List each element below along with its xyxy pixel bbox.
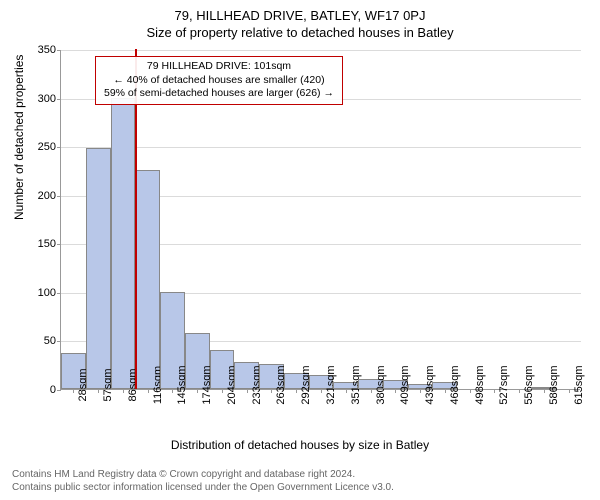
x-tick-label: 527sqm	[498, 365, 510, 404]
bar	[135, 170, 160, 389]
annotation-line: 59% of semi-detached houses are larger (…	[104, 87, 334, 101]
y-tick-mark	[57, 147, 61, 148]
x-tick-mark	[371, 389, 372, 393]
y-axis-label: Number of detached properties	[12, 55, 26, 220]
y-tick-label: 350	[38, 44, 56, 56]
x-tick-mark	[346, 389, 347, 393]
footer-line: Contains HM Land Registry data © Crown c…	[12, 468, 588, 481]
y-tick-mark	[57, 99, 61, 100]
gridline	[61, 147, 581, 148]
y-tick-mark	[57, 341, 61, 342]
y-tick-mark	[57, 196, 61, 197]
gridline	[61, 50, 581, 51]
x-tick-mark	[123, 389, 124, 393]
y-tick-label: 50	[44, 335, 56, 347]
x-tick-mark	[569, 389, 570, 393]
x-tick-label: 468sqm	[449, 365, 461, 404]
x-tick-label: 498sqm	[474, 365, 486, 404]
x-tick-mark	[470, 389, 471, 393]
footer-line: Contains public sector information licen…	[12, 481, 588, 494]
bar	[86, 148, 111, 389]
x-tick-mark	[445, 389, 446, 393]
x-tick-mark	[519, 389, 520, 393]
x-tick-mark	[172, 389, 173, 393]
x-tick-mark	[222, 389, 223, 393]
footer: Contains HM Land Registry data © Crown c…	[0, 468, 600, 494]
bar	[111, 98, 136, 389]
page-title: 79, HILLHEAD DRIVE, BATLEY, WF17 0PJ	[0, 0, 600, 23]
x-tick-label: 586sqm	[548, 365, 560, 404]
y-tick-mark	[57, 390, 61, 391]
x-tick-mark	[544, 389, 545, 393]
x-tick-mark	[148, 389, 149, 393]
y-tick-mark	[57, 293, 61, 294]
x-tick-mark	[494, 389, 495, 393]
y-tick-label: 150	[38, 238, 56, 250]
x-tick-label: 556sqm	[523, 365, 535, 404]
y-tick-label: 300	[38, 93, 56, 105]
x-tick-mark	[271, 389, 272, 393]
x-tick-mark	[296, 389, 297, 393]
x-tick-mark	[98, 389, 99, 393]
x-tick-mark	[321, 389, 322, 393]
y-tick-label: 250	[38, 141, 56, 153]
y-tick-mark	[57, 244, 61, 245]
x-tick-mark	[420, 389, 421, 393]
x-tick-mark	[197, 389, 198, 393]
y-tick-label: 200	[38, 190, 56, 202]
annotation-line: 79 HILLHEAD DRIVE: 101sqm	[104, 60, 334, 74]
annotation-line: ← 40% of detached houses are smaller (42…	[104, 74, 334, 88]
chart-area: 05010015020025030035028sqm57sqm86sqm116s…	[60, 50, 580, 420]
page-subtitle: Size of property relative to detached ho…	[0, 23, 600, 40]
x-axis-label: Distribution of detached houses by size …	[0, 438, 600, 452]
x-tick-mark	[247, 389, 248, 393]
y-tick-label: 100	[38, 287, 56, 299]
x-tick-mark	[73, 389, 74, 393]
y-tick-mark	[57, 50, 61, 51]
annotation-box: 79 HILLHEAD DRIVE: 101sqm ← 40% of detac…	[95, 56, 343, 105]
x-tick-label: 615sqm	[573, 365, 585, 404]
y-tick-label: 0	[50, 384, 56, 396]
x-tick-mark	[395, 389, 396, 393]
